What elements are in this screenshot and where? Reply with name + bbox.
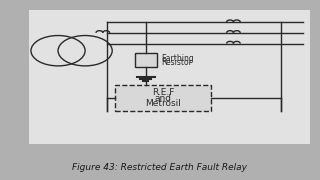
Text: Resistor: Resistor <box>162 58 192 67</box>
FancyBboxPatch shape <box>29 10 310 144</box>
Text: and: and <box>155 94 172 103</box>
Text: R.E.F: R.E.F <box>152 88 174 97</box>
Text: Figure 43: Restricted Earth Fault Relay: Figure 43: Restricted Earth Fault Relay <box>73 163 247 172</box>
Text: Earthing: Earthing <box>162 54 194 63</box>
FancyBboxPatch shape <box>116 85 211 111</box>
Text: Metrosil: Metrosil <box>145 99 181 108</box>
FancyBboxPatch shape <box>134 53 157 67</box>
